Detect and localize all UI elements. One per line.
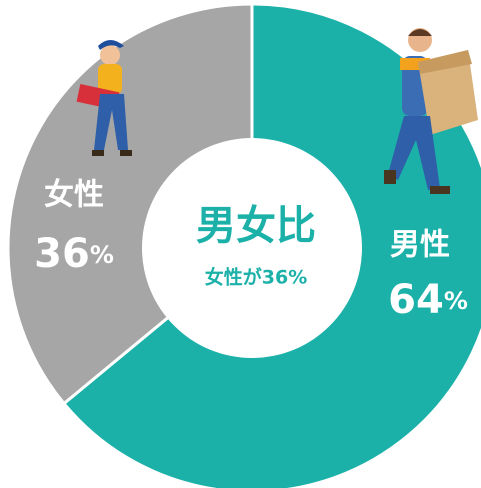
chart-subtitle: 女性が36% (205, 266, 307, 289)
category-label: 男性 (390, 228, 450, 263)
donut-hole (142, 138, 362, 358)
value-label: 36% (34, 231, 114, 277)
chart-title: 男女比 (196, 203, 316, 249)
female-worker-icon (76, 40, 132, 156)
labels: 男性 64% 女性 36% (34, 178, 468, 324)
donut-segment (6, 2, 254, 406)
male-worker-icon (384, 28, 478, 194)
value-label: 64% (388, 277, 468, 323)
category-label: 女性 (44, 178, 104, 213)
